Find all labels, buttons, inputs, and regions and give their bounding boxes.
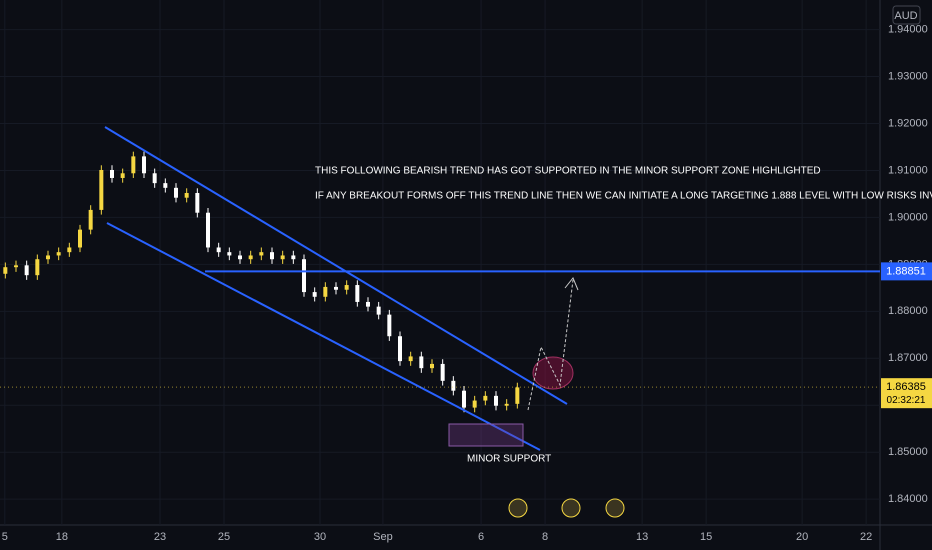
x-tick-label: 20 [796, 531, 808, 543]
x-tick-label: 8 [542, 531, 548, 543]
candle-body [238, 255, 242, 260]
y-tick-label: 1.92000 [888, 117, 928, 129]
candle-body [430, 363, 434, 369]
candle-body [152, 173, 157, 184]
candle-body [206, 212, 210, 248]
candle-body [334, 286, 338, 290]
y-tick-label: 1.88000 [888, 305, 928, 317]
y-tick-label: 1.93000 [888, 70, 928, 82]
candle-body [408, 356, 413, 362]
arrow-head [564, 277, 579, 291]
currency: AUD [894, 10, 917, 22]
annotation: IF ANY BREAKOUT FORMS OFF THIS TREND LIN… [315, 191, 932, 202]
candle-body [142, 156, 146, 174]
candle-body [366, 301, 370, 307]
candle-body [515, 387, 520, 404]
y-tick-label: 1.87000 [888, 352, 928, 364]
candle-body [355, 285, 360, 302]
candle-body [56, 252, 61, 256]
candle-body [88, 209, 93, 230]
event-icon [508, 498, 528, 518]
annotation: THIS FOLLOWING BEARISH TREND HAS GOT SUP… [315, 166, 821, 177]
candle-body [387, 314, 392, 337]
trend-line [106, 222, 541, 451]
x-tick-label: 25 [218, 531, 230, 543]
support-zone [448, 423, 524, 447]
candle-body [227, 252, 232, 256]
candle-body [248, 255, 253, 260]
candle-body [14, 265, 18, 268]
y-tick-label: 1.84000 [888, 493, 928, 505]
event-icon [561, 498, 581, 518]
candle-body [131, 156, 136, 174]
candle-body [78, 229, 82, 248]
y-tick-label: 1.94000 [888, 23, 928, 35]
candle-body [259, 252, 264, 256]
candle-body [419, 356, 424, 369]
x-tick-label: 15 [700, 531, 712, 543]
countdown: 02:32:21 [887, 395, 926, 406]
x-tick-label: 22 [860, 531, 872, 543]
candle-body [323, 286, 328, 297]
candle-body [270, 252, 274, 260]
x-tick-label: 6 [478, 531, 484, 543]
candle-body [67, 247, 72, 253]
candle-body [280, 255, 285, 260]
annotation: MINOR SUPPORT [467, 454, 551, 465]
y-tick-label: 1.90000 [888, 211, 928, 223]
candle-body [216, 247, 221, 253]
candle-body [440, 363, 445, 381]
x-tick-label: 13 [636, 531, 648, 543]
candle-body [462, 390, 466, 408]
event-icon [605, 498, 625, 518]
event-icons [508, 498, 625, 518]
candle-body [184, 193, 189, 198]
y-tick-label: 1.91000 [888, 164, 928, 176]
candle-body [195, 193, 200, 213]
candle-body [163, 183, 168, 188]
breakout-circle [532, 356, 574, 390]
x-tick-label: 5 [2, 531, 8, 543]
candle-body [504, 403, 509, 406]
candle-body [494, 395, 498, 406]
candle-body [24, 265, 29, 276]
candle-body [451, 380, 456, 391]
level-label: 1.88851 [886, 265, 926, 277]
x-tick-label: 18 [56, 531, 68, 543]
currency-box [892, 5, 921, 25]
x-tick-label: 30 [314, 531, 326, 543]
x-tick-label: Sep [373, 531, 393, 543]
trend-line [104, 126, 568, 405]
candle-body [120, 173, 125, 178]
candle-body [312, 292, 317, 297]
candle-body [376, 306, 381, 315]
last-price-label: 1.86385 [886, 381, 926, 393]
candle-body [99, 169, 104, 210]
candle-body [291, 255, 296, 260]
candle-body [174, 187, 178, 198]
y-tick-label: 1.85000 [888, 446, 928, 458]
x-tick-label: 23 [154, 531, 166, 543]
last-price-box [881, 378, 932, 409]
candle-body [46, 255, 50, 260]
candle-body [3, 267, 8, 274]
candle-body [398, 336, 402, 362]
candle-body [483, 395, 488, 401]
level-label-box [881, 262, 932, 281]
candle-body [302, 259, 306, 293]
projection-arrow [527, 279, 574, 411]
candle-body [35, 259, 40, 276]
plot [0, 0, 880, 525]
candle-body [472, 400, 477, 408]
candle-body [344, 285, 349, 290]
candle-body [110, 169, 114, 178]
